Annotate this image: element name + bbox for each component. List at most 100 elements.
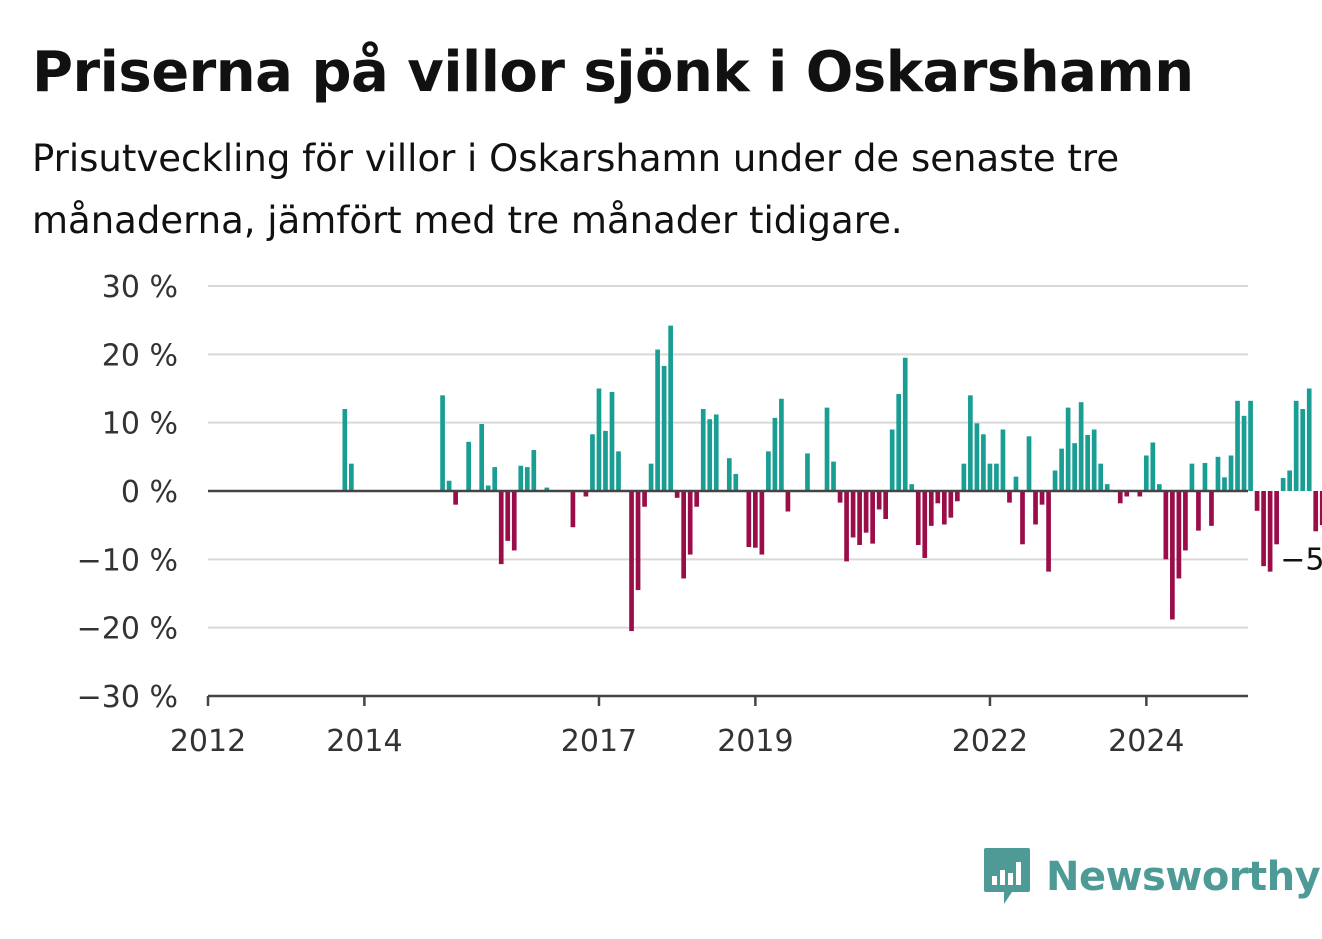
bar [1254,491,1260,511]
bar [1020,491,1025,545]
x-tick-label: 2017 [561,724,637,759]
y-tick-label: 20 % [102,338,178,373]
bar [1261,491,1266,567]
bar [1000,429,1006,491]
bar [1039,491,1045,505]
bar [974,423,980,491]
bar [1267,491,1273,572]
bar [524,467,530,491]
x-tick-label: 2022 [952,724,1028,759]
bar [733,473,739,491]
bar [1059,448,1064,491]
bar [570,491,576,528]
bar [661,365,667,491]
bar [1280,478,1286,491]
bar [1228,455,1234,491]
axes [206,489,1248,706]
bar [1300,409,1306,491]
bar [1007,491,1012,503]
bar [505,491,511,541]
bar [479,424,485,491]
bar [1313,491,1319,532]
bar [694,491,700,507]
y-tick-label: 0 % [121,475,178,510]
bar [941,491,947,525]
bar [870,491,875,544]
bar [968,395,973,491]
bar [342,409,348,491]
bar [1163,491,1169,560]
y-tick-label: 10 % [102,407,178,442]
bar [485,485,491,491]
bar [1235,400,1240,491]
bar [902,357,908,491]
bar [687,491,693,555]
bar [498,491,504,565]
bar [544,487,550,491]
bar [1183,491,1188,551]
bar [831,461,836,491]
bar [1033,491,1038,525]
bar [863,491,869,533]
bar [1046,491,1051,572]
bar [681,491,687,579]
gridlines [208,285,1248,629]
bar [948,491,954,518]
chart-title: Priserna på villor sjönk i Oskarshamn [32,40,1194,105]
bar [518,465,524,491]
bar [1072,443,1077,491]
bar [1156,484,1162,491]
bar [837,491,843,503]
bar [1052,470,1058,491]
bar [915,491,921,545]
bar [1176,491,1182,579]
bar [1170,491,1175,620]
bar-chart-logo-icon [984,848,1030,904]
bar [981,434,986,491]
bar [603,430,608,491]
bar [759,491,765,555]
bar [955,491,960,502]
bar [1098,463,1104,491]
bar [668,325,673,491]
bar [805,453,810,491]
bar [1078,402,1084,491]
bar [1274,491,1279,545]
bar [1196,491,1201,531]
bar [1287,470,1293,491]
brand-name: Newsworthy [1046,854,1321,900]
bar [922,491,928,558]
bar [1293,400,1299,491]
bar [349,463,354,491]
bar [713,414,719,491]
bar [466,441,471,491]
bar [753,491,758,548]
bar [876,491,882,510]
newsworthy-logo: Newsworthy [982,846,1321,908]
bar [909,484,915,491]
bar [1091,429,1097,491]
bar [609,391,615,491]
bar [1248,400,1253,491]
bar [844,491,849,562]
x-tick-label: 2012 [170,724,246,759]
bar [896,393,902,491]
bar [446,480,452,491]
bar [889,429,895,491]
bar [1189,463,1195,491]
bar [779,398,784,491]
bar [629,491,634,632]
bar [1215,456,1221,491]
x-tick-label: 2014 [326,724,402,759]
bars [342,325,1322,632]
bar [772,417,778,491]
bar [1241,415,1247,491]
y-tick-label: −20 % [77,612,178,647]
bar [1104,484,1110,491]
bar [928,491,934,526]
x-tick-label: 2024 [1108,724,1184,759]
bar [648,463,654,491]
bar [935,491,941,504]
bar [453,491,458,505]
